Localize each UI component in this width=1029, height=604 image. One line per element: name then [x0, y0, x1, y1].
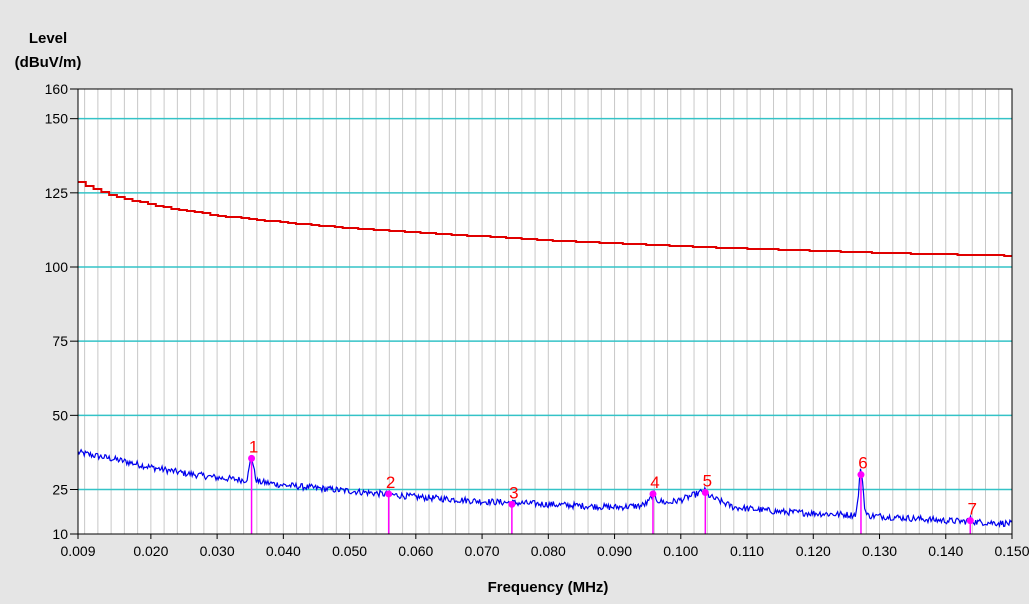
- y-tick-label: 125: [45, 185, 69, 201]
- x-tick-label: 0.100: [663, 543, 698, 559]
- x-tick-label: 0.030: [200, 543, 235, 559]
- x-tick-label: 0.150: [994, 543, 1029, 559]
- marker-label: 1: [249, 437, 258, 456]
- marker-dot: [857, 471, 865, 479]
- marker-label: 7: [968, 500, 977, 519]
- x-tick-label: 0.120: [796, 543, 831, 559]
- y-axis-title-line1: Level: [29, 30, 67, 47]
- x-tick-label: 0.009: [60, 543, 95, 559]
- x-tick-label: 0.130: [862, 543, 897, 559]
- marker-dot: [701, 488, 709, 496]
- y-tick-label: 160: [45, 81, 69, 97]
- marker-label: 5: [703, 471, 712, 490]
- marker-dot: [966, 517, 974, 525]
- marker-dot: [508, 500, 516, 508]
- marker-label: 3: [509, 483, 518, 502]
- x-tick-label: 0.050: [332, 543, 367, 559]
- x-tick-label: 0.090: [597, 543, 632, 559]
- x-tick-label: 0.070: [465, 543, 500, 559]
- y-tick-label: 10: [52, 526, 68, 542]
- y-tick-label: 150: [45, 111, 69, 127]
- measurement-trace: [77, 448, 1013, 529]
- y-tick-label: 50: [52, 407, 68, 423]
- x-tick-label: 0.060: [398, 543, 433, 559]
- major-grid: [78, 117, 1012, 491]
- x-tick-label: 0.040: [266, 543, 301, 559]
- plot-area: [78, 89, 1012, 534]
- series-layer: [77, 181, 1013, 529]
- x-axis-title: Frequency (MHz): [488, 579, 609, 596]
- marker-label: 4: [650, 473, 659, 492]
- plot-frame: [77, 88, 1013, 535]
- x-tick-label: 0.110: [730, 543, 764, 559]
- x-tick-label: 0.020: [133, 543, 168, 559]
- limit-line: [78, 181, 1012, 257]
- marker-dot: [649, 490, 657, 498]
- marker-dot: [248, 454, 256, 462]
- marker-dot: [385, 490, 393, 498]
- minor-grid: [84, 89, 1000, 534]
- x-tick-label: 0.140: [928, 543, 963, 559]
- marker-label: 6: [858, 454, 867, 473]
- marker-label: 2: [386, 473, 395, 492]
- x-tick-label: 0.080: [531, 543, 566, 559]
- y-tick-label: 100: [45, 259, 69, 275]
- marker-layer: 1 2 3 4 5 6 7: [248, 437, 977, 534]
- y-tick-label: 75: [52, 333, 68, 349]
- y-tick-label: 25: [52, 482, 68, 498]
- y-axis-title-line2: (dBuV/m): [15, 54, 82, 71]
